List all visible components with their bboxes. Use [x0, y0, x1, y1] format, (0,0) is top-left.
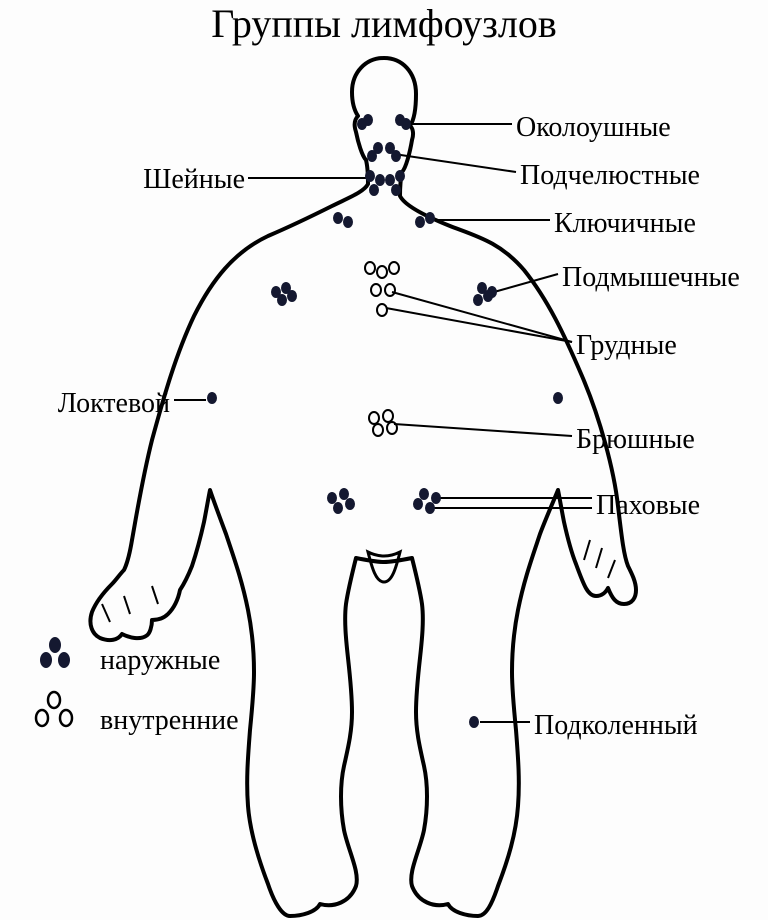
legend-nodes	[36, 637, 72, 726]
label-elbow: Локтевой	[58, 388, 170, 420]
label-axillary: Подмышечные	[562, 262, 740, 294]
label-cervical: Шейные	[143, 164, 245, 196]
legend-label-hollow: внутренние	[100, 705, 239, 737]
label-thoracic: Грудные	[576, 330, 677, 362]
label-popliteal: Подколенный	[534, 710, 698, 742]
node-groups	[207, 114, 563, 728]
legend-label-solid: наружные	[100, 645, 220, 677]
label-parotid: Околоушные	[516, 112, 671, 144]
label-submandibular: Подчелюстные	[520, 160, 700, 192]
label-clavicular: Ключичные	[554, 208, 696, 240]
label-inguinal: Паховые	[596, 490, 700, 522]
diagram-stage: Группы лимфоузлов Околоушные Шейные Подч…	[0, 0, 768, 920]
label-abdominal: Брюшные	[576, 424, 695, 456]
leader-lines	[174, 124, 592, 722]
